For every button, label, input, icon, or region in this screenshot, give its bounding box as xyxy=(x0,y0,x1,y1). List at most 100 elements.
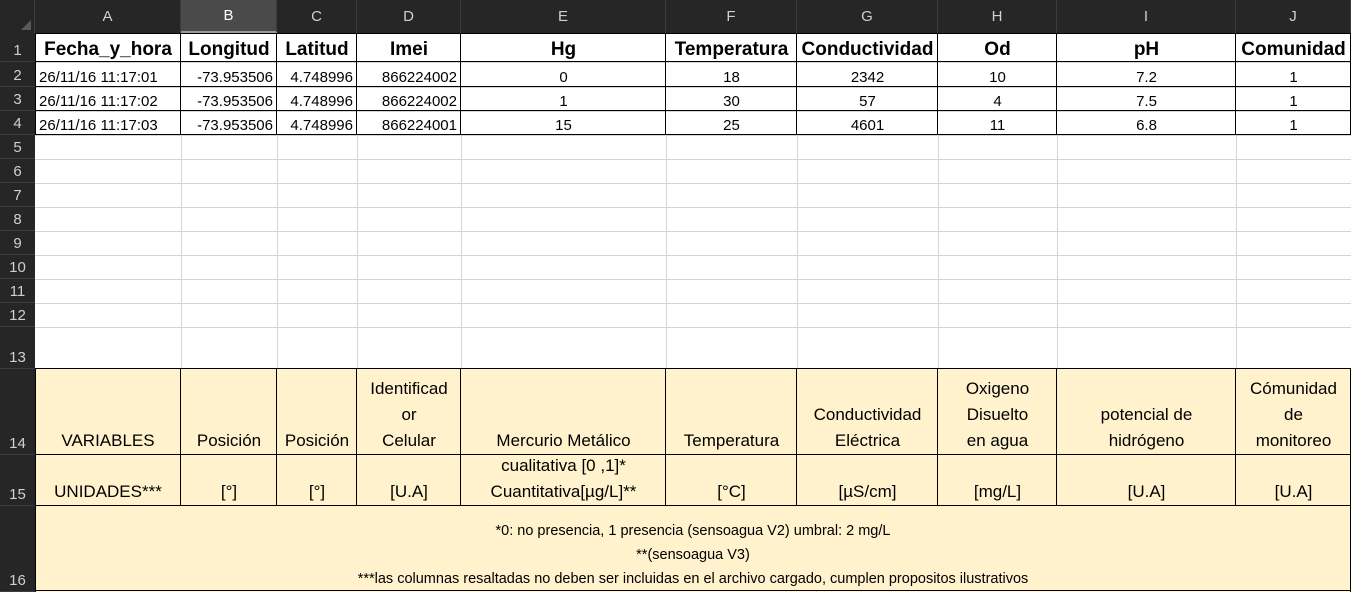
row-header-12[interactable]: 12 xyxy=(0,303,35,327)
column-header-b[interactable]: B xyxy=(181,0,277,33)
data-cell[interactable]: 7.2 xyxy=(1136,69,1157,86)
row-header-3[interactable]: 3 xyxy=(0,87,35,111)
table-border xyxy=(460,368,461,505)
data-cell[interactable]: -73.953506 xyxy=(197,117,273,134)
notes-cell[interactable]: *0: no presencia, 1 presencia (sensoagua… xyxy=(35,506,1351,592)
data-cell[interactable]: 866224002 xyxy=(381,69,457,86)
table-border xyxy=(356,368,357,505)
data-cell[interactable]: 1 xyxy=(1289,117,1298,134)
row-header-5[interactable]: 5 xyxy=(0,135,35,159)
data-cell[interactable]: 18 xyxy=(723,69,740,86)
header-cell-f[interactable]: Temperatura xyxy=(674,39,789,60)
variable-cell-c[interactable]: Posición xyxy=(277,369,357,455)
data-cell[interactable]: 26/11/16 11:17:02 xyxy=(39,93,158,110)
data-cell[interactable]: 25 xyxy=(723,117,740,134)
data-cell[interactable]: 4.748996 xyxy=(290,93,353,110)
unit-cell-j[interactable]: [U.A] xyxy=(1236,455,1351,506)
data-cell[interactable]: 4601 xyxy=(850,117,885,134)
variable-cell-line: VARIABLES xyxy=(61,431,155,450)
row-header-13[interactable]: 13 xyxy=(0,327,35,369)
unit-cell-i[interactable]: [U.A] xyxy=(1057,455,1236,506)
column-header-d[interactable]: D xyxy=(357,0,461,33)
gridline xyxy=(35,207,1351,208)
unit-cell-a[interactable]: UNIDADES*** xyxy=(35,455,181,506)
data-cell[interactable]: 1 xyxy=(1289,69,1298,86)
header-cell-e[interactable]: Hg xyxy=(550,39,577,60)
data-cell[interactable]: 26/11/16 11:17:03 xyxy=(39,117,158,134)
column-header-a[interactable]: A xyxy=(35,0,181,33)
unit-cell-e[interactable]: cualitativa [0 ,1]* Cuantitativa[µg/L]** xyxy=(461,455,666,506)
unit-cell-line: [U.A] xyxy=(390,482,428,501)
data-cell[interactable]: 866224002 xyxy=(381,93,457,110)
variable-cell-g[interactable]: Conductividad Eléctrica xyxy=(797,369,938,455)
unit-cell-f[interactable]: [°C] xyxy=(666,455,797,506)
data-cell[interactable]: 7.5 xyxy=(1136,93,1157,110)
header-cell-a[interactable]: Fecha_y_hora xyxy=(44,39,172,60)
column-header-g[interactable]: G xyxy=(797,0,938,33)
select-all-corner[interactable] xyxy=(0,0,35,33)
row-header-16[interactable]: 16 xyxy=(0,506,35,592)
row-header-6[interactable]: 6 xyxy=(0,159,35,183)
table-border xyxy=(665,33,666,135)
unit-cell-line: Cuantitativa[µg/L]** xyxy=(490,482,637,501)
header-cell-h[interactable]: Od xyxy=(984,39,1011,60)
data-cell[interactable]: 30 xyxy=(723,93,740,110)
unit-cell-line: [°] xyxy=(220,482,238,501)
row-header-4[interactable]: 4 xyxy=(0,111,35,135)
variable-cell-j[interactable]: Cómunidad de monitoreo xyxy=(1236,369,1351,455)
row-header-7[interactable]: 7 xyxy=(0,183,35,207)
header-cell-i[interactable]: pH xyxy=(1133,39,1160,60)
row-header-11[interactable]: 11 xyxy=(0,279,35,303)
data-cell[interactable]: 2342 xyxy=(850,69,885,86)
header-cell-j[interactable]: Comunidad xyxy=(1241,39,1346,60)
data-cell[interactable]: 11 xyxy=(989,117,1006,134)
header-cell-d[interactable]: Imei xyxy=(389,39,429,60)
row-header-14[interactable]: 14 xyxy=(0,369,35,455)
unit-cell-d[interactable]: [U.A] xyxy=(357,455,461,506)
table-border xyxy=(1235,368,1236,505)
row-header-8[interactable]: 8 xyxy=(0,207,35,231)
column-header-i[interactable]: I xyxy=(1057,0,1236,33)
data-cell[interactable]: -73.953506 xyxy=(197,93,273,110)
variable-cell-f[interactable]: Temperatura xyxy=(666,369,797,455)
row-header-9[interactable]: 9 xyxy=(0,231,35,255)
unit-cell-g[interactable]: [µS/cm] xyxy=(797,455,938,506)
row-header-10[interactable]: 10 xyxy=(0,255,35,279)
data-cell[interactable]: 15 xyxy=(555,117,572,134)
unit-cell-h[interactable]: [mg/L] xyxy=(938,455,1057,506)
data-cell[interactable]: 1 xyxy=(559,93,568,110)
data-cell[interactable]: 6.8 xyxy=(1136,117,1157,134)
column-header-f[interactable]: F xyxy=(666,0,797,33)
row-header-2[interactable]: 2 xyxy=(0,62,35,87)
row-header-15[interactable]: 15 xyxy=(0,455,35,506)
variable-cell-a[interactable]: VARIABLES xyxy=(35,369,181,455)
column-header-h[interactable]: H xyxy=(938,0,1057,33)
column-header-j[interactable]: J xyxy=(1236,0,1351,33)
gridline xyxy=(35,111,1351,112)
data-cell[interactable]: 4 xyxy=(993,93,1002,110)
data-cell[interactable]: -73.953506 xyxy=(197,69,273,86)
unit-cell-b[interactable]: [°] xyxy=(181,455,277,506)
variable-cell-i[interactable]: potencial de hidrógeno xyxy=(1057,369,1236,455)
row-header-1[interactable]: 1 xyxy=(0,33,35,62)
header-cell-c[interactable]: Latitud xyxy=(285,39,349,60)
column-header-e[interactable]: E xyxy=(461,0,666,33)
data-cell[interactable]: 1 xyxy=(1289,93,1298,110)
data-cell[interactable]: 0 xyxy=(559,69,568,86)
header-cell-b[interactable]: Longitud xyxy=(188,39,270,60)
data-cell[interactable]: 4.748996 xyxy=(290,69,353,86)
variable-cell-b[interactable]: Posición xyxy=(181,369,277,455)
variable-cell-e[interactable]: Mercurio Metálico xyxy=(461,369,666,455)
header-cell-g[interactable]: Conductividad xyxy=(801,39,934,60)
highlight-block xyxy=(35,369,1351,592)
data-cell[interactable]: 10 xyxy=(989,69,1006,86)
variable-cell-h[interactable]: Oxigeno Disuelto en agua xyxy=(938,369,1057,455)
data-cell[interactable]: 4.748996 xyxy=(290,117,353,134)
data-cell[interactable]: 57 xyxy=(859,93,876,110)
unit-cell-c[interactable]: [°] xyxy=(277,455,357,506)
data-cell[interactable]: 26/11/16 11:17:01 xyxy=(39,69,158,86)
variable-cell-d[interactable]: Identificad or Celular xyxy=(357,369,461,455)
data-cell[interactable]: 866224001 xyxy=(381,117,457,134)
column-header-c[interactable]: C xyxy=(277,0,357,33)
